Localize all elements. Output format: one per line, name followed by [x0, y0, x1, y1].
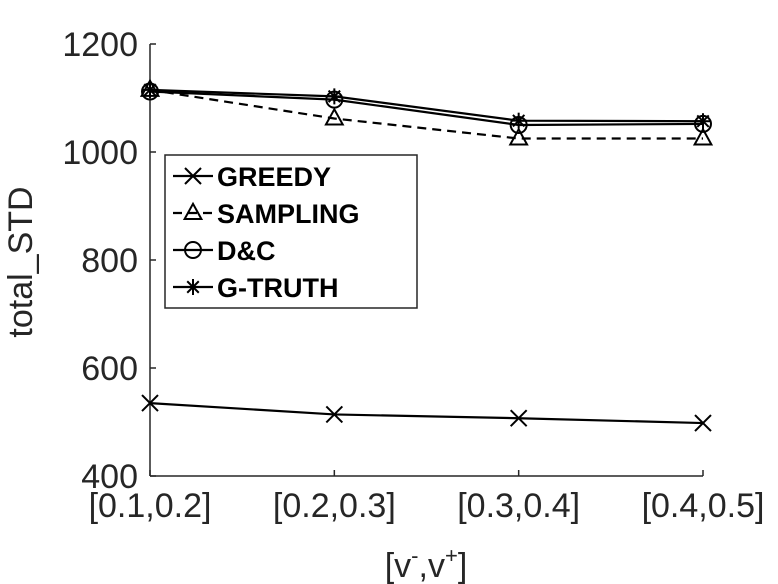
marker-stroke [512, 114, 526, 128]
marker-shape [184, 241, 202, 259]
point-sampling [508, 127, 529, 146]
marker-stroke [694, 414, 712, 432]
point-greedy [325, 405, 344, 424]
marker-shape [182, 201, 204, 220]
point-g-truth [510, 112, 527, 129]
x-tick-label: [0.4,0.5] [642, 487, 765, 525]
legend-item-sampling: SAMPLING [173, 199, 360, 229]
x-axis-label: [v-,v+] [385, 543, 468, 584]
legend-marker [185, 279, 201, 295]
series-line-sampling [149, 88, 703, 140]
y-tick-label: 1000 [62, 134, 138, 172]
series-line-d-c [149, 90, 704, 127]
point-g-truth [695, 113, 711, 130]
legend-item-d-c: D&C [173, 236, 276, 266]
point-greedy [694, 414, 712, 432]
series-d-c [141, 82, 712, 134]
point-greedy [509, 409, 528, 427]
legend-label: D&C [217, 236, 276, 266]
legend-marker [184, 167, 202, 185]
x-tick-label: [0.2,0.3] [273, 487, 396, 525]
legend-label: GREEDY [217, 162, 331, 192]
y-tick-label: 600 [81, 350, 138, 388]
series-line-greedy [149, 402, 704, 425]
marker-shape [692, 127, 714, 146]
legend-box [164, 154, 418, 309]
legend-label: G-TRUTH [217, 273, 338, 303]
legend-marker [182, 201, 204, 220]
y-tick-label: 400 [81, 458, 138, 496]
tick-labels: 400 600 800 1000 1200 [0.1,0.2] [0.2,0.3] [0.3,… [62, 26, 764, 525]
x-tick-label: [0.3,0.4] [457, 487, 580, 525]
legend: GREEDY SAMPLING D&C G-TRUTH [164, 154, 418, 309]
marker-stroke [327, 89, 341, 103]
legend-label: SAMPLING [217, 199, 360, 229]
marker-stroke [141, 394, 159, 412]
legend-item-g-truth: G-TRUTH [173, 273, 338, 303]
marker-stroke [184, 167, 202, 185]
series-layer [139, 78, 714, 432]
marker-stroke [325, 405, 344, 424]
legend-marker [184, 241, 202, 259]
point-sampling [324, 107, 345, 126]
point-sampling [692, 127, 714, 146]
legend-item-greedy: GREEDY [173, 162, 331, 192]
series-greedy [141, 394, 712, 432]
marker-shape [324, 107, 345, 126]
point-g-truth [142, 81, 158, 98]
marker-stroke [186, 280, 200, 294]
series-g-truth [142, 81, 711, 130]
point-g-truth [326, 88, 343, 105]
y-tick-label: 800 [81, 242, 138, 280]
point-greedy [141, 394, 159, 412]
x-tick-label: [0.1,0.2] [89, 487, 212, 525]
marker-stroke [509, 409, 528, 427]
y-tick-label: 1200 [62, 26, 138, 64]
marker-shape [508, 127, 529, 146]
y-axis-label: total_STD [2, 186, 40, 337]
series-line-g-truth [149, 88, 704, 123]
marker-stroke [143, 83, 157, 97]
marker-stroke [696, 114, 710, 128]
